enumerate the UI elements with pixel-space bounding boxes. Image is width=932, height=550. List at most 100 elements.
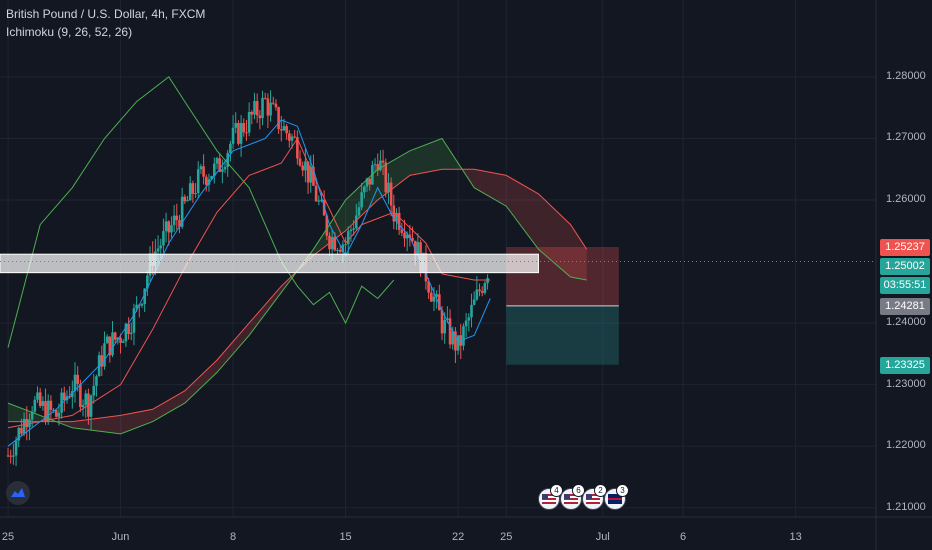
time-axis-label: 15 xyxy=(339,531,352,543)
candle-up xyxy=(330,237,334,250)
candle-up xyxy=(470,304,473,318)
candle-up xyxy=(33,399,37,412)
candle-up xyxy=(360,192,363,208)
candle-up xyxy=(105,336,109,344)
cloud-segment xyxy=(200,371,205,388)
cloud-segment xyxy=(554,209,559,267)
cloud-segment xyxy=(112,415,117,434)
tradingview-logo-icon[interactable] xyxy=(6,481,30,505)
candle-up xyxy=(435,294,438,297)
candle-down xyxy=(403,232,406,239)
event-count-badge: 3 xyxy=(616,484,629,497)
price-axis-label: 1.28000 xyxy=(886,69,926,82)
time-axis-label: 13 xyxy=(789,531,802,543)
candle-down xyxy=(430,292,433,302)
candle-down xyxy=(237,123,240,144)
candle-up xyxy=(223,166,227,170)
candle-down xyxy=(277,107,280,130)
candle-up xyxy=(475,289,479,300)
cloud-segment xyxy=(148,409,153,424)
candle-up xyxy=(84,393,88,405)
candle-up xyxy=(304,161,307,171)
candle-up xyxy=(282,126,286,131)
candle-up xyxy=(226,153,230,167)
time-axis-label: 25 xyxy=(1,531,15,543)
cloud-segment xyxy=(341,200,346,234)
candle-down xyxy=(478,289,481,292)
candle-up xyxy=(379,160,382,171)
candle-up xyxy=(124,323,128,342)
cloud-segment xyxy=(377,166,382,201)
candle-down xyxy=(314,185,318,202)
cloud-segment xyxy=(196,375,201,392)
candle-down xyxy=(333,237,337,251)
indicator-label[interactable]: Ichimoku (9, 26, 52, 26) xyxy=(6,25,133,39)
candle-up xyxy=(129,332,133,334)
cloud-segment xyxy=(277,286,282,298)
candle-up xyxy=(121,341,125,343)
cloud-segment xyxy=(442,138,447,170)
cloud-segment xyxy=(132,412,137,430)
us-flag-event-icon[interactable]: 2 xyxy=(582,484,607,510)
candle-down xyxy=(279,129,283,131)
candle-up xyxy=(373,164,377,166)
cloud-segment xyxy=(566,220,571,277)
cloud-segment xyxy=(12,404,17,422)
candle-up xyxy=(73,374,77,392)
candle-up xyxy=(22,418,26,434)
cloud-segment xyxy=(514,180,519,223)
candle-up xyxy=(196,169,200,194)
candle-down xyxy=(175,215,179,221)
cloud-segment xyxy=(490,172,495,200)
candle-up xyxy=(231,127,235,144)
cloud-segment xyxy=(542,197,547,257)
cloud-segment xyxy=(72,421,77,429)
cloud-segment xyxy=(273,290,278,304)
cloud-segment xyxy=(526,186,531,239)
cloud-segment xyxy=(204,367,209,384)
cloud-segment xyxy=(88,419,93,431)
candle-down xyxy=(438,294,441,311)
candle-down xyxy=(301,165,305,171)
candle-down xyxy=(263,97,267,99)
us-flag-event-icon[interactable]: 4 xyxy=(538,484,563,510)
candle-down xyxy=(298,158,302,166)
cloud-segment xyxy=(168,397,173,413)
cloud-segment xyxy=(478,170,483,193)
candle-up xyxy=(164,221,168,232)
candle-down xyxy=(127,323,130,334)
cloud-segment xyxy=(558,213,563,271)
candle-up xyxy=(30,411,34,420)
cloud-segment xyxy=(450,150,455,170)
candle-down xyxy=(293,136,296,138)
candle-up xyxy=(156,248,160,252)
candle-down xyxy=(245,132,248,134)
candle-up xyxy=(135,304,138,309)
candle-down xyxy=(183,196,187,202)
candle-up xyxy=(81,404,85,408)
cloud-segment xyxy=(506,175,511,212)
kijun-sen xyxy=(7,137,491,429)
candle-down xyxy=(285,126,288,134)
candle-up xyxy=(95,376,98,386)
cloud-segment xyxy=(84,419,89,430)
us-flag-event-icon[interactable]: 6 xyxy=(560,484,585,510)
candle-up xyxy=(443,320,446,334)
candle-up xyxy=(354,215,358,229)
candle-up xyxy=(159,245,163,249)
cloud-segment xyxy=(313,243,318,256)
cloud-segment xyxy=(136,411,141,428)
candle-up xyxy=(46,400,50,422)
candle-up xyxy=(395,212,398,222)
candle-up xyxy=(446,318,449,321)
candle-down xyxy=(79,383,82,408)
symbol-title[interactable]: British Pound / U.S. Dollar, 4h, FXCM xyxy=(6,7,206,21)
uk-flag-event-icon[interactable]: 3 xyxy=(604,484,629,510)
resistance-zone xyxy=(0,253,539,274)
candle-down xyxy=(274,103,278,108)
candle-down xyxy=(191,183,195,194)
cloud-segment xyxy=(80,420,85,430)
candle-down xyxy=(381,160,385,163)
cloud-segment xyxy=(281,282,286,293)
